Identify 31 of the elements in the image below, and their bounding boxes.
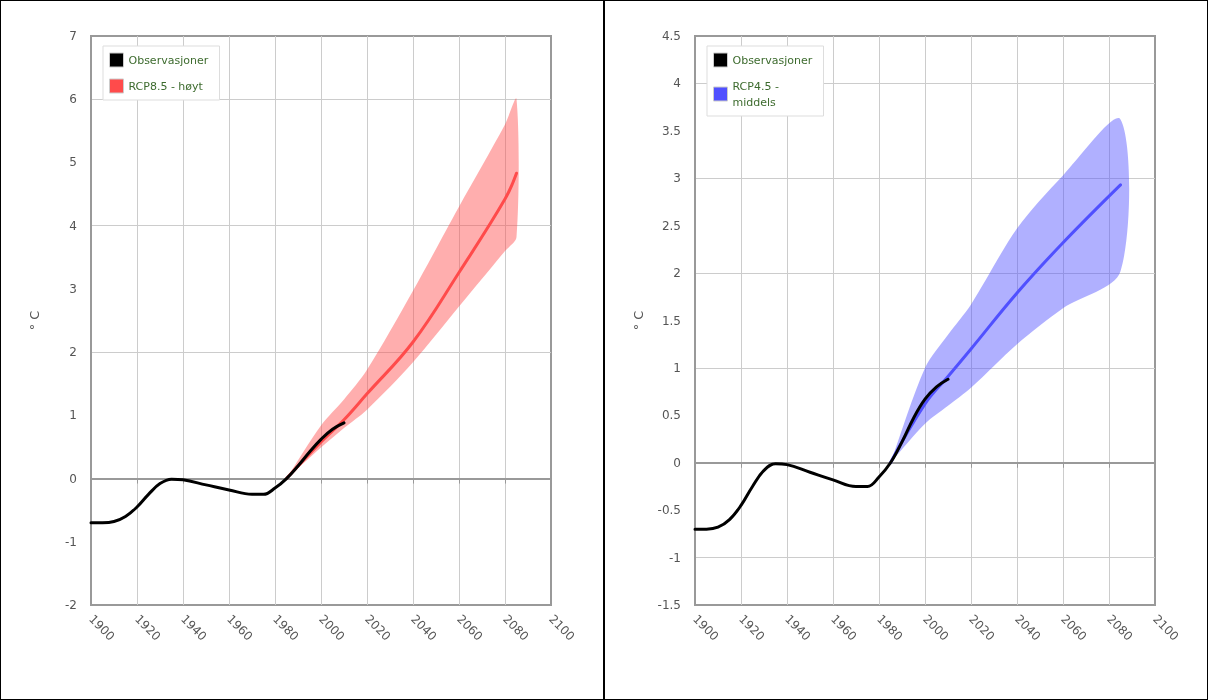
y-tick-label: 4 (673, 76, 681, 91)
y-tick-label: -2 (65, 598, 77, 612)
y-tick-label: -1 (65, 534, 77, 549)
legend-label: RCP4.5 - middels (732, 79, 783, 109)
line-series (89, 421, 346, 525)
legend-label: RCP8.5 - høyt (128, 79, 204, 93)
y-tick-label: 2 (69, 345, 77, 360)
y-tick-label: 0.5 (661, 408, 681, 423)
legend-label: Observasjoner (128, 53, 209, 67)
y-tick-label: 1 (69, 408, 77, 423)
y-tick-label: -1.5 (657, 598, 681, 612)
y-tick-label: -0.5 (657, 503, 681, 518)
y-tick-label: 2 (673, 266, 681, 281)
legend-label: Observasjoner (732, 53, 813, 67)
y-tick-label: 3 (673, 171, 681, 186)
y-tick-label: 3 (69, 281, 77, 296)
y-tick-label: 0 (69, 471, 77, 486)
y-tick-label: 5 (69, 155, 77, 170)
y-tick-label: 1 (673, 360, 681, 375)
y-tick-label: 0 (673, 455, 681, 470)
y-tick-label: 3.5 (661, 123, 681, 138)
line-series (693, 377, 950, 531)
y-tick-label: 1.5 (661, 313, 681, 328)
y-axis-title: ° C (27, 310, 42, 331)
y-tick-label: 4.5 (661, 29, 681, 43)
y-tick-label: 7 (69, 29, 77, 43)
y-axis-title: ° C (631, 310, 646, 331)
y-tick-label: 4 (69, 218, 77, 233)
y-tick-label: -1 (669, 550, 681, 565)
y-tick-label: 2.5 (661, 218, 681, 233)
y-tick-label: 6 (69, 92, 77, 107)
